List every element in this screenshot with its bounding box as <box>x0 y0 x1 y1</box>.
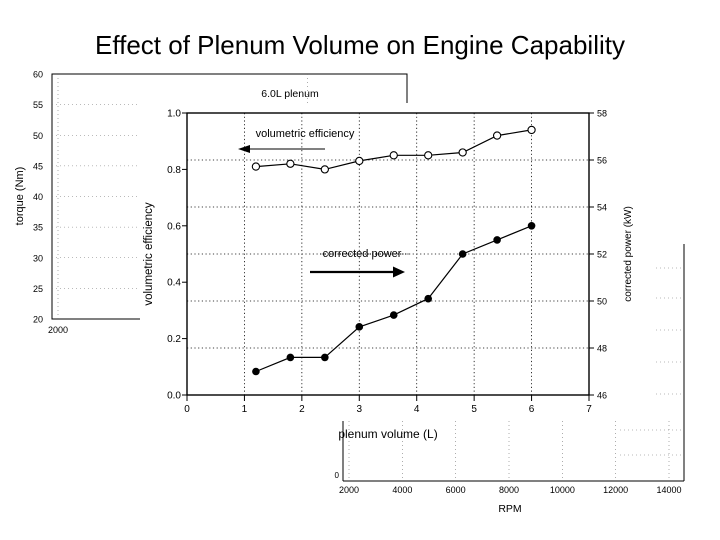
arrow-right-icon <box>310 266 405 278</box>
plenum-x-tick-label: 5 <box>471 404 477 415</box>
torque-y-tick-label: 55 <box>33 100 43 110</box>
corrected-power-point <box>252 367 260 376</box>
plenum-chart-backdrop <box>140 103 618 421</box>
volumetric-efficiency-point <box>320 165 329 174</box>
plenum-x-tick-label: 4 <box>414 404 420 415</box>
plenum-y-tick-label: 0.8 <box>167 165 181 176</box>
plenum-x-tick-label: 3 <box>357 404 363 415</box>
plenum-series <box>251 125 536 376</box>
plenum-y2-tick-label: 54 <box>597 203 607 213</box>
corrected-power-point <box>493 236 501 244</box>
corrected-power-point <box>458 250 467 258</box>
volumetric-efficiency-point <box>251 162 261 171</box>
torque-y-tick-label: 60 <box>33 70 43 80</box>
plenum-y-tick-label: 0.0 <box>167 391 181 402</box>
plenum-y2-tick-label: 46 <box>597 391 607 401</box>
rpm-x-tick-label: 14000 <box>656 485 681 495</box>
plenum-plot-area <box>186 112 590 396</box>
torque-y-tick-label: 45 <box>33 161 43 171</box>
rpm-x-axis-label: RPM <box>498 503 521 515</box>
volumetric-efficiency-point <box>286 159 295 168</box>
annotation-corrected-power: corrected power <box>323 248 402 260</box>
plenum-y2-ticks: 46 48 50 52 54 56 58 <box>597 109 607 401</box>
torque-y-tick-label: 50 <box>33 131 43 141</box>
volumetric-efficiency-point <box>389 151 398 160</box>
corrected-power-point <box>286 353 295 362</box>
volumetric-efficiency-point <box>492 131 502 140</box>
plenum-grid <box>182 112 594 401</box>
plenum-x-tick-label: 6 <box>529 404 535 415</box>
plenum-y-tick-label: 0.6 <box>167 221 181 232</box>
rpm-x-tick-label: 6000 <box>446 485 466 495</box>
plenum-y-tick-label: 0.2 <box>167 334 181 345</box>
rpm-x-tick-label: 4000 <box>392 485 412 495</box>
plenum-y2-tick-label: 48 <box>597 344 607 354</box>
rpm-x-tick-label: 12000 <box>603 485 628 495</box>
torque-x-tick-label: 2000 <box>48 325 68 335</box>
torque-chart-title: 6.0L plenum <box>261 88 319 100</box>
plenum-y-tick-label: 0.4 <box>167 278 181 289</box>
plenum-x-tick-label: 0 <box>184 404 190 415</box>
volumetric-efficiency-point <box>458 148 467 157</box>
rpm-x-ticks: 2000 4000 6000 8000 10000 12000 14000 <box>339 485 682 495</box>
torque-y-tick-label: 35 <box>33 223 43 233</box>
torque-y-tick-label: 25 <box>33 284 43 294</box>
corrected-power-point <box>355 323 364 331</box>
torque-y-ticks: 20 25 30 35 40 45 50 55 60 <box>33 70 43 325</box>
torque-y-tick-label: 40 <box>33 192 43 202</box>
corrected-power-point <box>424 294 433 303</box>
plenum-y2-tick-label: 56 <box>597 156 607 166</box>
torque-y-tick-label: 30 <box>33 253 43 263</box>
plenum-x-ticks: 0 1 2 3 4 5 6 7 <box>184 404 592 415</box>
corrected-power-point <box>321 353 329 362</box>
plenum-y2-tick-label: 58 <box>597 109 607 119</box>
corrected-power-point <box>389 311 398 319</box>
arrow-left-icon <box>238 145 325 153</box>
plenum-x-axis-label: plenum volume (L) <box>338 427 437 441</box>
volumetric-efficiency-point <box>424 151 433 160</box>
rpm-y-ticks: 0 <box>335 471 340 480</box>
torque-y-tick-label: 20 <box>33 315 43 325</box>
rpm-grid <box>348 267 684 481</box>
slide-title: Effect of Plenum Volume on Engine Capabi… <box>95 30 625 60</box>
rpm-x-tick-label: 10000 <box>550 485 575 495</box>
plenum-x-tick-label: 1 <box>242 404 248 415</box>
plenum-y-ticks: 0.0 0.2 0.4 0.6 0.8 1.0 <box>167 109 181 402</box>
volumetric-efficiency-point <box>355 156 364 166</box>
plenum-y2-tick-label: 50 <box>597 297 607 307</box>
rpm-x-tick-label: 2000 <box>339 485 359 495</box>
rpm-y-tick-label: 0 <box>335 471 340 480</box>
volumetric-efficiency-point <box>527 125 536 135</box>
plenum-y-tick-label: 1.0 <box>167 109 181 120</box>
plenum-y2-axis-label: corrected power (kW) <box>623 206 634 302</box>
plenum-x-tick-label: 7 <box>586 404 592 415</box>
rpm-x-tick-label: 8000 <box>499 485 519 495</box>
plenum-x-tick-label: 2 <box>299 404 305 415</box>
torque-y-axis-label: torque (Nm) <box>14 167 26 226</box>
plenum-y-axis-label: volumetric efficiency <box>143 202 155 306</box>
annotation-volumetric-efficiency: volumetric efficiency <box>256 128 355 140</box>
corrected-power-point <box>527 222 536 230</box>
plenum-y2-tick-label: 52 <box>597 250 607 260</box>
